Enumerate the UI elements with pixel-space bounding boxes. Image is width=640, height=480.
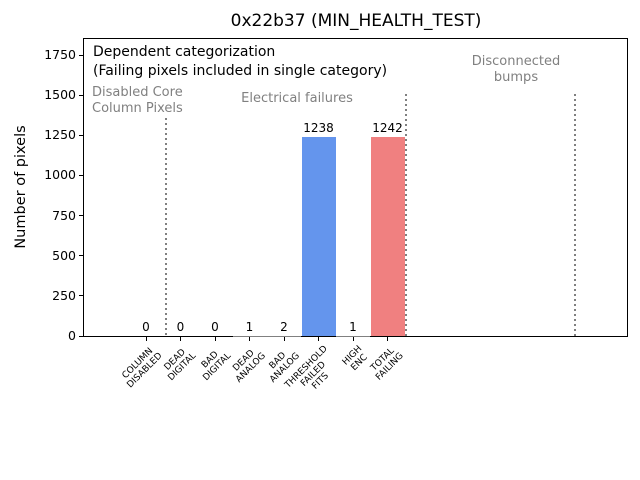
chart-title: 0x22b37 (MIN_HEALTH_TEST) [230,11,482,31]
annotation: Dependent categorization [93,44,276,60]
separator-vline [405,94,407,336]
x-tick-mark [283,337,285,341]
x-tick-mark [145,337,147,341]
annotation: Disconnected bumps [471,54,561,85]
y-axis-label: Number of pixels [13,125,29,249]
separator-vline [165,118,167,336]
bar-value-label: 0 [176,320,185,334]
x-tick-mark [249,337,250,341]
bar-value-label: 1238 [303,121,334,136]
y-tick-label: 1500 [44,87,76,103]
annotation: Electrical failures [241,91,353,106]
y-tick-mark [79,134,83,136]
bar-value-label: 0 [211,320,219,334]
y-tick-label: 1000 [44,167,76,183]
bar-value-label: 0 [142,320,150,334]
x-tick-label-text: TOTAL FAILING [369,346,406,383]
x-tick-label-text: HIGH ENC [340,344,370,373]
x-tick-mark [352,337,354,341]
y-tick-label: 250 [52,287,76,303]
x-tick-mark [387,337,388,341]
annotation: Disabled Core Column Pixels [92,85,183,116]
y-tick-label: 500 [52,247,76,263]
y-tick-label: 1750 [44,47,76,62]
annotation: (Failing pixels included in single categ… [93,63,388,79]
y-tick-mark [79,335,83,337]
x-tick-mark [180,337,181,341]
y-tick-label: 750 [52,207,76,223]
y-tick-mark [79,174,83,176]
plot-area: 0 250 500 750 1000 1250 1500 1750 0 COLUMN DISABLE… [44,38,628,392]
x-tick-mark [318,337,319,341]
x-tick-label-text: COLUMN DISABLED [120,346,165,391]
y-tick-mark [79,295,83,297]
bar [370,136,405,336]
separator-vline [574,94,576,336]
x-tick-label-text: DEAD ANALOG [231,348,268,385]
y-tick-mark [79,94,83,96]
y-tick-mark [79,54,83,56]
x-tick-label-text: BAD DIGITAL [199,349,234,384]
y-tick-label: 1250 [44,127,76,143]
y-tick-label: 0 [68,328,76,343]
bar-value-label: 1 [349,319,357,334]
bar [301,137,336,336]
y-tick-mark [79,215,83,217]
x-tick-label-text: DEAD DIGITAL [162,347,199,384]
bar-value-label: 1242 [372,120,403,135]
bar-value-label: 1 [245,319,254,334]
bar-value-label: 2 [280,319,288,334]
x-tick-mark [214,337,216,341]
y-tick-mark [79,255,83,257]
